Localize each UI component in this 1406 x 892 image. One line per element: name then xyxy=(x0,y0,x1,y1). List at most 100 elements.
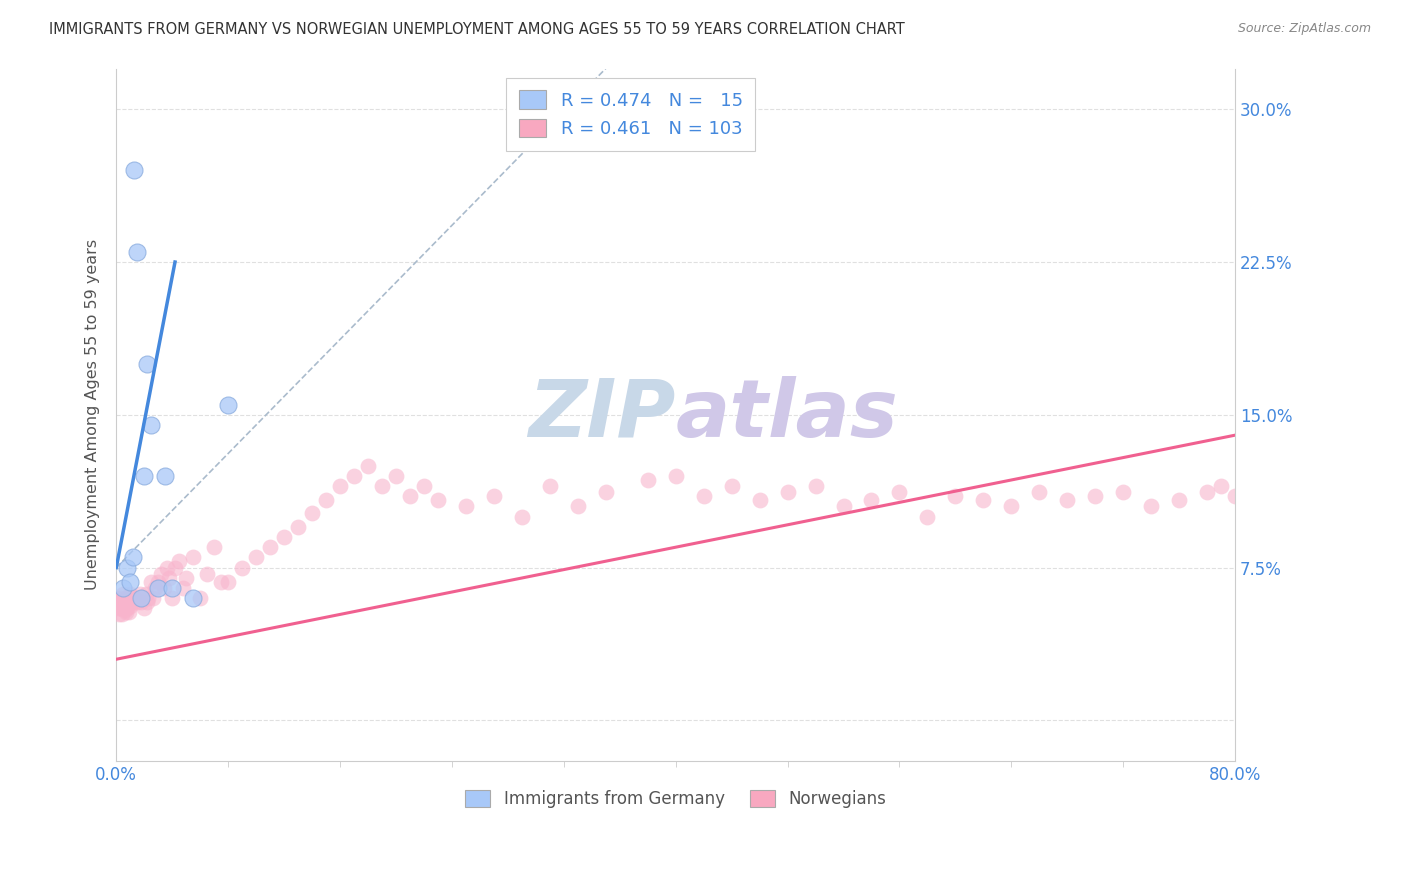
Point xyxy=(105,591,128,606)
Point xyxy=(195,566,218,581)
Point xyxy=(202,540,225,554)
Point xyxy=(692,489,714,503)
Point xyxy=(776,485,799,500)
Point xyxy=(567,500,589,514)
Point xyxy=(107,601,129,615)
Point xyxy=(120,574,142,589)
Point xyxy=(637,473,659,487)
Point xyxy=(134,469,156,483)
Point xyxy=(124,163,146,178)
Point xyxy=(1223,489,1246,503)
Text: IMMIGRANTS FROM GERMANY VS NORWEGIAN UNEMPLOYMENT AMONG AGES 55 TO 59 YEARS CORR: IMMIGRANTS FROM GERMANY VS NORWEGIAN UNE… xyxy=(49,22,905,37)
Point xyxy=(148,574,170,589)
Legend: Immigrants from Germany, Norwegians: Immigrants from Germany, Norwegians xyxy=(458,783,893,815)
Point xyxy=(720,479,742,493)
Point xyxy=(748,493,770,508)
Point xyxy=(117,560,139,574)
Point xyxy=(111,607,134,622)
Point xyxy=(1258,587,1281,601)
Point xyxy=(371,479,394,493)
Point xyxy=(118,606,141,620)
Point xyxy=(1209,479,1232,493)
Point xyxy=(136,357,159,371)
Point xyxy=(413,479,436,493)
Point xyxy=(860,493,883,508)
Point xyxy=(188,591,211,606)
Point xyxy=(114,603,136,617)
Point xyxy=(945,489,967,503)
Y-axis label: Unemployment Among Ages 55 to 59 years: Unemployment Among Ages 55 to 59 years xyxy=(86,239,100,591)
Point xyxy=(832,500,855,514)
Point xyxy=(595,485,617,500)
Point xyxy=(108,595,131,609)
Point xyxy=(128,591,150,606)
Point xyxy=(120,587,142,601)
Point xyxy=(399,489,422,503)
Point xyxy=(124,591,146,606)
Point xyxy=(231,560,253,574)
Point xyxy=(156,560,179,574)
Text: Source: ZipAtlas.com: Source: ZipAtlas.com xyxy=(1237,22,1371,36)
Point xyxy=(426,493,449,508)
Point xyxy=(301,506,323,520)
Point xyxy=(131,591,153,606)
Point xyxy=(167,554,190,568)
Point xyxy=(115,595,138,609)
Point xyxy=(1286,595,1309,609)
Point xyxy=(1140,500,1163,514)
Point xyxy=(217,574,239,589)
Point xyxy=(665,469,688,483)
Point xyxy=(385,469,408,483)
Point xyxy=(1279,601,1302,615)
Point xyxy=(1197,485,1219,500)
Point xyxy=(112,601,135,615)
Point xyxy=(1237,485,1260,500)
Point xyxy=(141,574,163,589)
Point xyxy=(150,566,173,581)
Point xyxy=(172,581,194,595)
Point xyxy=(287,520,309,534)
Point xyxy=(115,606,138,620)
Point xyxy=(136,595,159,609)
Point xyxy=(357,458,380,473)
Point xyxy=(142,591,165,606)
Point xyxy=(181,591,204,606)
Point xyxy=(538,479,561,493)
Point xyxy=(174,571,197,585)
Point xyxy=(117,601,139,615)
Point xyxy=(315,493,337,508)
Point xyxy=(1251,581,1274,595)
Text: ZIP: ZIP xyxy=(529,376,676,454)
Point xyxy=(1244,493,1267,508)
Point xyxy=(122,595,145,609)
Point xyxy=(1000,500,1022,514)
Point xyxy=(114,591,136,606)
Point xyxy=(122,550,145,565)
Point xyxy=(1265,574,1288,589)
Point xyxy=(804,479,827,493)
Point xyxy=(1056,493,1078,508)
Point xyxy=(125,591,148,606)
Point xyxy=(972,493,994,508)
Point xyxy=(329,479,352,493)
Point xyxy=(1112,485,1135,500)
Point xyxy=(273,530,295,544)
Point xyxy=(155,469,177,483)
Point xyxy=(482,489,505,503)
Point xyxy=(1028,485,1050,500)
Point xyxy=(118,595,141,609)
Point xyxy=(108,607,131,622)
Point xyxy=(111,595,134,609)
Point xyxy=(135,587,157,601)
Point xyxy=(148,581,170,595)
Point xyxy=(217,398,239,412)
Point xyxy=(131,595,153,609)
Point xyxy=(127,595,149,609)
Point xyxy=(163,560,186,574)
Point xyxy=(129,587,152,601)
Point xyxy=(1084,489,1107,503)
Point xyxy=(454,500,477,514)
Point xyxy=(157,571,180,585)
Point xyxy=(343,469,366,483)
Text: atlas: atlas xyxy=(676,376,898,454)
